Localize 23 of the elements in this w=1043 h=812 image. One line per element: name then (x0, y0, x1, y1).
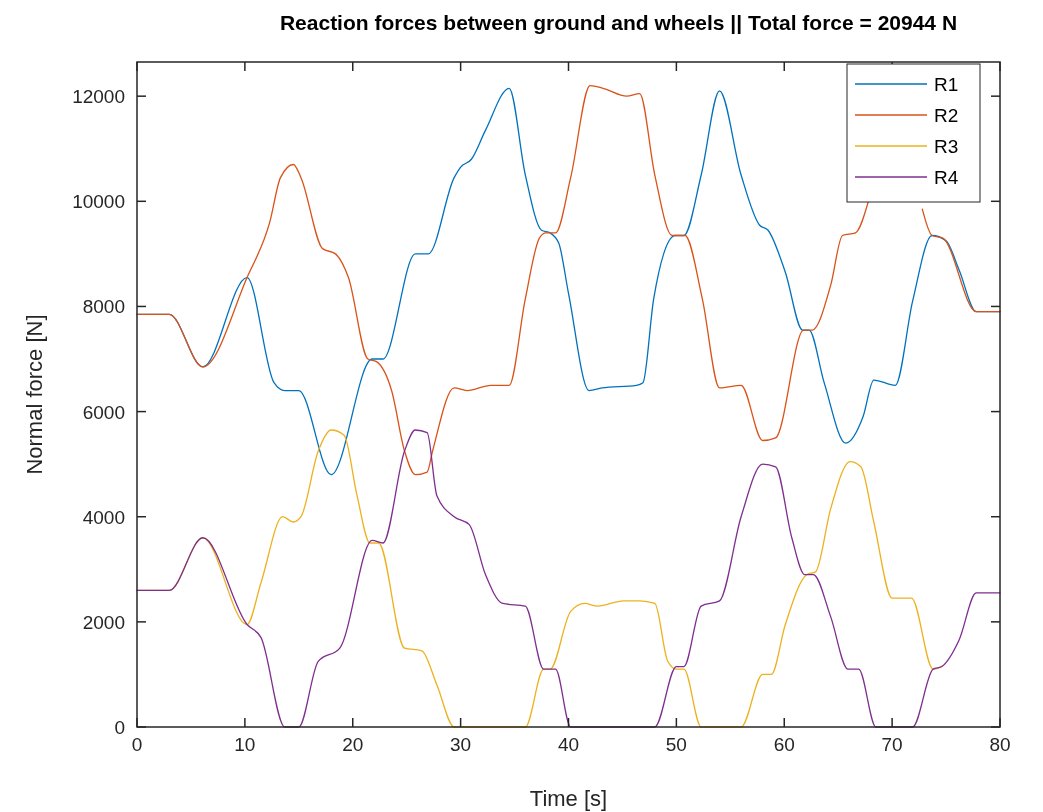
y-tick-label: 6000 (82, 401, 125, 423)
x-tick-label: 30 (450, 734, 472, 755)
y-tick-label: 8000 (82, 296, 125, 318)
x-tick-label: 50 (665, 734, 687, 755)
x-axis-title: Time [s] (529, 786, 608, 811)
x-tick-label: 20 (342, 734, 364, 755)
y-tick-label: 4000 (82, 506, 125, 528)
legend-label: R2 (934, 105, 959, 126)
y-tick-label: 12000 (72, 86, 125, 108)
x-tick-label: 70 (881, 734, 903, 755)
chart-title: Reaction forces between ground and wheels || Total force = 20944 N (279, 11, 958, 34)
y-tick-label: 2000 (82, 611, 125, 633)
legend-label: R1 (934, 74, 959, 95)
x-tick-label: 60 (773, 734, 795, 755)
x-tick-label: 10 (234, 734, 256, 755)
x-tick-label: 80 (989, 734, 1011, 755)
legend-label: R3 (934, 136, 959, 157)
y-axis-title: Normal force [N] (22, 314, 47, 475)
x-tick-label: 40 (557, 734, 580, 755)
y-tick-label: 0 (114, 717, 125, 738)
y-tick-label: 10000 (72, 191, 125, 213)
legend-label: R4 (934, 167, 959, 188)
x-tick-label: 0 (131, 734, 143, 755)
